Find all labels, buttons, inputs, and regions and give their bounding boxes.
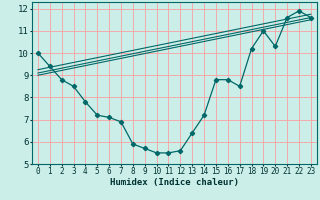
- X-axis label: Humidex (Indice chaleur): Humidex (Indice chaleur): [110, 178, 239, 187]
